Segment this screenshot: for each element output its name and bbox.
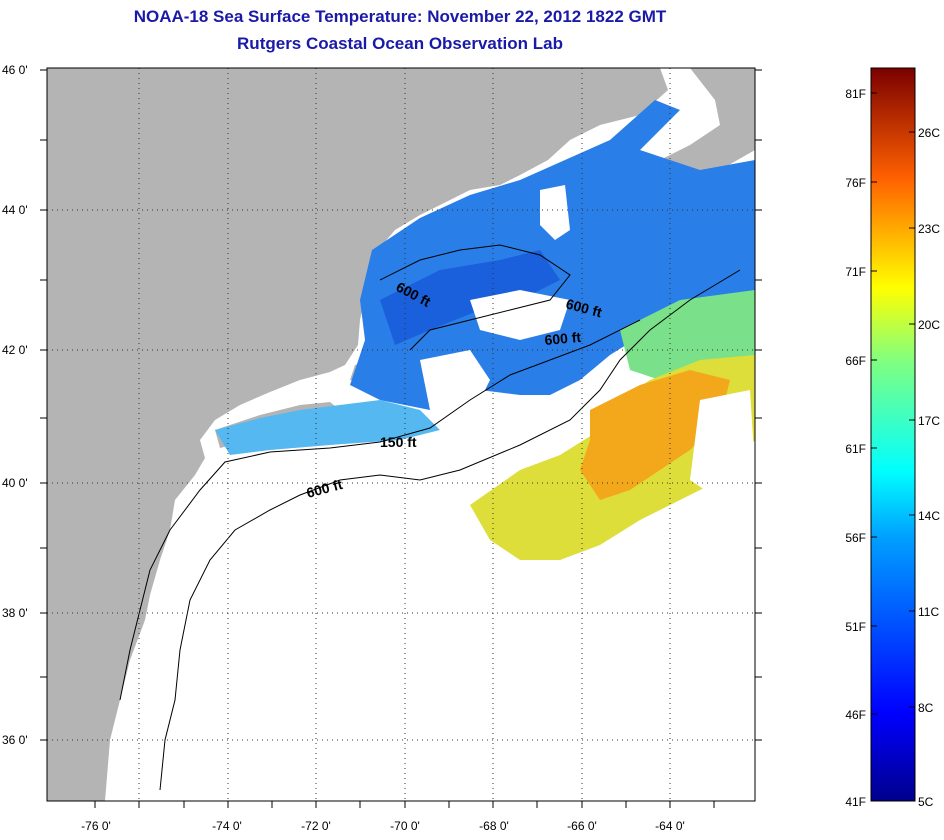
colorbar-c-label: 23C [918,222,940,236]
colorbar-c-label: 26C [918,126,940,140]
depth-label: 600 ft [544,329,582,348]
colorbar-c-label: 5C [918,795,934,809]
sst-shelf-green [620,290,755,380]
cloud-patch-3 [540,185,570,240]
colorbar-f-label: 46F [845,708,866,722]
colorbar [870,67,916,802]
graticule [47,68,755,801]
sst-deep-blue [380,250,560,345]
lon-label: -68 0' [479,819,509,833]
land-mainland [47,68,668,801]
lon-label: -76 0' [81,819,111,833]
colorbar-ticks [871,92,915,715]
lat-label: 38 0' [2,606,28,620]
colorbar-c-label: 17C [918,414,940,428]
colorbar-c-label: 14C [918,509,940,523]
lon-label: -74 0' [212,819,242,833]
colorbar-f-label: 76F [845,176,866,190]
colorbar-f-label: 41F [845,795,866,809]
colorbar-c-label: 8C [918,701,934,715]
colorbar-c-label: 11C [918,605,939,619]
contour-600ft-shelf [159,269,741,791]
colorbar-c-label: 20C [918,318,940,332]
lat-label: 42 0' [2,343,28,357]
lon-label: -66 0' [567,819,597,833]
lat-label: 36 0' [2,733,28,747]
axis-ticks [40,69,762,808]
cloud-patch-1 [470,290,570,340]
sst-gulf-stream-orange [580,370,730,500]
map-subtitle: Rutgers Coastal Ocean Observation Lab [237,34,563,53]
lat-label: 46 0' [2,63,28,77]
lon-label: -64 0' [655,819,685,833]
colorbar-f-label: 71F [845,265,866,279]
colorbar-f-label: 61F [845,442,866,456]
cloud-patch-2 [420,350,490,420]
cloud-patch-4 [690,390,755,500]
colorbar-f-label: 81F [845,87,866,101]
sst-gulf-of-maine [350,100,755,410]
lat-label: 40 0' [2,476,28,490]
map-title: NOAA-18 Sea Surface Temperature: Novembe… [133,7,667,26]
sst-nearshore [215,400,440,455]
depth-label: 150 ft [380,434,417,450]
lon-label: -70 0' [390,819,420,833]
map-border [46,67,756,802]
lat-label: 44 0' [2,203,28,217]
colorbar-f-label: 56F [845,531,866,545]
contour-gulf-maine [379,244,571,351]
contour-150ft [119,319,641,701]
colorbar-f-label: 66F [845,354,866,368]
colorbar-f-label: 51F [845,620,866,634]
lon-label: -72 0' [301,819,331,833]
depth-contours [119,244,741,791]
